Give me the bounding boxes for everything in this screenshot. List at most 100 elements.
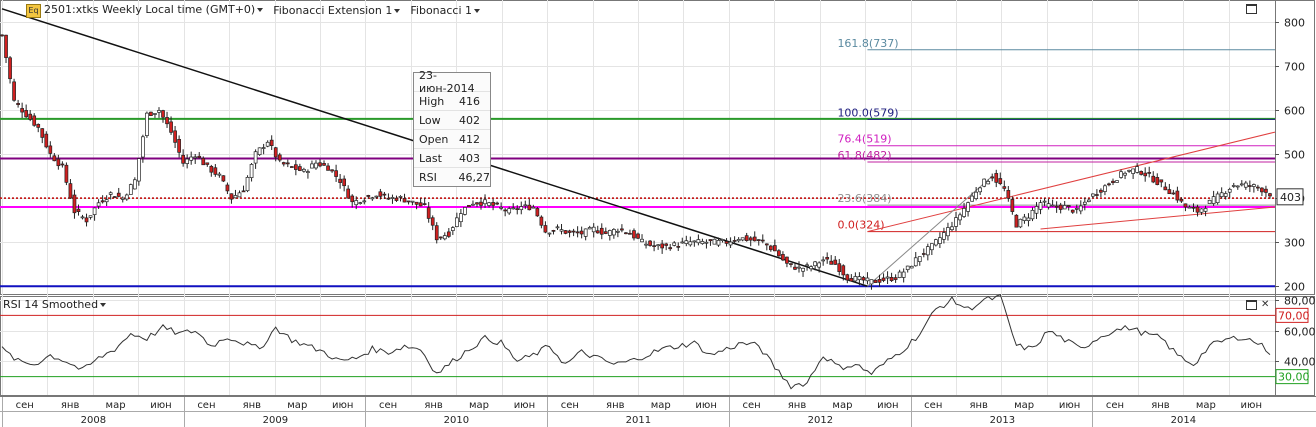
candle-body bbox=[515, 208, 520, 210]
candle-body bbox=[1179, 198, 1184, 202]
candle-body bbox=[1018, 218, 1023, 228]
price-pane-frame bbox=[0, 0, 1315, 295]
candle-body bbox=[1119, 171, 1123, 178]
candle-body bbox=[535, 208, 540, 217]
candle-body bbox=[0, 34, 4, 37]
candle-body bbox=[261, 147, 266, 149]
candle-body bbox=[724, 241, 729, 244]
candle-body bbox=[946, 227, 950, 237]
candle-body bbox=[905, 265, 910, 271]
x-month-label: мар bbox=[106, 400, 126, 411]
candle-body bbox=[736, 239, 741, 242]
candle-body bbox=[664, 243, 669, 246]
candle-body bbox=[467, 204, 471, 208]
maximize-price-pane-button[interactable] bbox=[1246, 4, 1257, 14]
candle-body bbox=[748, 237, 753, 241]
x-month-label: июн bbox=[1241, 400, 1262, 411]
chart-header: Eq 2501:xtks Weekly Local time (GMT+0) Fi… bbox=[26, 2, 481, 18]
candle-body bbox=[555, 226, 560, 229]
candle-body bbox=[934, 239, 938, 246]
tooltip-key: Low bbox=[419, 113, 441, 127]
candle-body bbox=[318, 162, 322, 167]
candle-body bbox=[410, 200, 415, 203]
candle-body bbox=[885, 276, 890, 279]
candle-body bbox=[978, 187, 983, 193]
y-tick-label: 600 bbox=[1284, 105, 1305, 118]
candle-body bbox=[1191, 206, 1196, 209]
x-month-label: янв bbox=[424, 400, 443, 411]
candle-body bbox=[237, 192, 242, 198]
candle-body bbox=[128, 184, 133, 195]
candle-body bbox=[1159, 179, 1164, 183]
rsi-tick-label: 40,00 bbox=[1284, 356, 1316, 369]
candle-body bbox=[728, 241, 733, 246]
candle-body bbox=[1256, 186, 1260, 189]
candle-body bbox=[668, 247, 673, 250]
candle-body bbox=[438, 236, 443, 239]
symbol-label: 2501:xtks Weekly Local time (GMT+0) bbox=[44, 2, 256, 16]
x-year-label: 2010 bbox=[444, 415, 469, 426]
candle-body bbox=[539, 216, 544, 226]
candle-body bbox=[676, 246, 681, 248]
candle-body bbox=[60, 163, 65, 166]
study-fib-extension[interactable]: Fibonacci Extension 1 bbox=[273, 3, 401, 17]
candle-body bbox=[785, 256, 789, 264]
candle-body bbox=[531, 206, 536, 209]
candle-body bbox=[901, 271, 906, 278]
candle-body bbox=[1175, 190, 1180, 201]
close-rsi-pane-icon[interactable]: ✕ bbox=[1261, 299, 1270, 310]
candle-body bbox=[80, 216, 85, 219]
fib-ray bbox=[1040, 206, 1276, 230]
x-month-label: янв bbox=[61, 400, 80, 411]
candle-body bbox=[241, 190, 246, 193]
candle-body bbox=[64, 164, 69, 183]
candle-body bbox=[181, 154, 185, 164]
candle-body bbox=[841, 265, 846, 276]
last-value-label: 403 bbox=[1280, 191, 1301, 204]
candle-body bbox=[269, 139, 274, 146]
study-fib-extension-label: Fibonacci Extension 1 bbox=[273, 3, 393, 17]
candle-body bbox=[849, 278, 854, 282]
candle-body bbox=[829, 260, 834, 265]
x-month-label: янв bbox=[1151, 400, 1170, 411]
rsi-study-selector[interactable]: RSI 14 Smoothed bbox=[3, 298, 107, 311]
candle-body bbox=[285, 162, 290, 165]
candle-body bbox=[579, 230, 584, 235]
candle-body bbox=[527, 204, 532, 211]
x-month-label: сен bbox=[16, 400, 34, 411]
candle-body bbox=[1231, 185, 1236, 187]
candle-body bbox=[153, 113, 157, 115]
symbol-selector[interactable]: Eq 2501:xtks Weekly Local time (GMT+0) bbox=[26, 2, 264, 18]
maximize-rsi-pane-button[interactable] bbox=[1246, 300, 1257, 310]
candle-body bbox=[777, 250, 781, 257]
candle-body bbox=[44, 133, 49, 148]
x-month-label: июн bbox=[514, 400, 535, 411]
candle-body bbox=[624, 232, 628, 235]
candle-body bbox=[1163, 186, 1168, 191]
candle-body bbox=[712, 238, 717, 245]
candle-body bbox=[1038, 202, 1043, 210]
candle-body bbox=[616, 230, 620, 233]
study-fib[interactable]: Fibonacci 1 bbox=[410, 4, 481, 17]
candle-body bbox=[744, 235, 749, 241]
x-year-label: 2011 bbox=[626, 415, 651, 426]
candle-body bbox=[350, 195, 355, 203]
candle-body bbox=[386, 197, 391, 200]
x-year-label: 2013 bbox=[990, 415, 1015, 426]
candle-body bbox=[720, 239, 725, 241]
candle-body bbox=[1215, 193, 1220, 204]
candle-body bbox=[986, 181, 991, 185]
candle-body bbox=[1002, 186, 1007, 189]
candle-body bbox=[873, 279, 878, 283]
candle-body bbox=[1074, 208, 1079, 210]
candle-body bbox=[1155, 177, 1160, 185]
candle-body bbox=[1264, 188, 1268, 193]
candle-body bbox=[1247, 185, 1252, 187]
candle-body bbox=[708, 239, 713, 242]
candle-body bbox=[845, 274, 850, 281]
x-month-label: янв bbox=[606, 400, 625, 411]
rsi-level-label: 30,00 bbox=[1278, 371, 1310, 384]
candle-body bbox=[1239, 183, 1244, 186]
candle-body bbox=[1030, 209, 1035, 220]
x-month-label: июн bbox=[332, 400, 353, 411]
